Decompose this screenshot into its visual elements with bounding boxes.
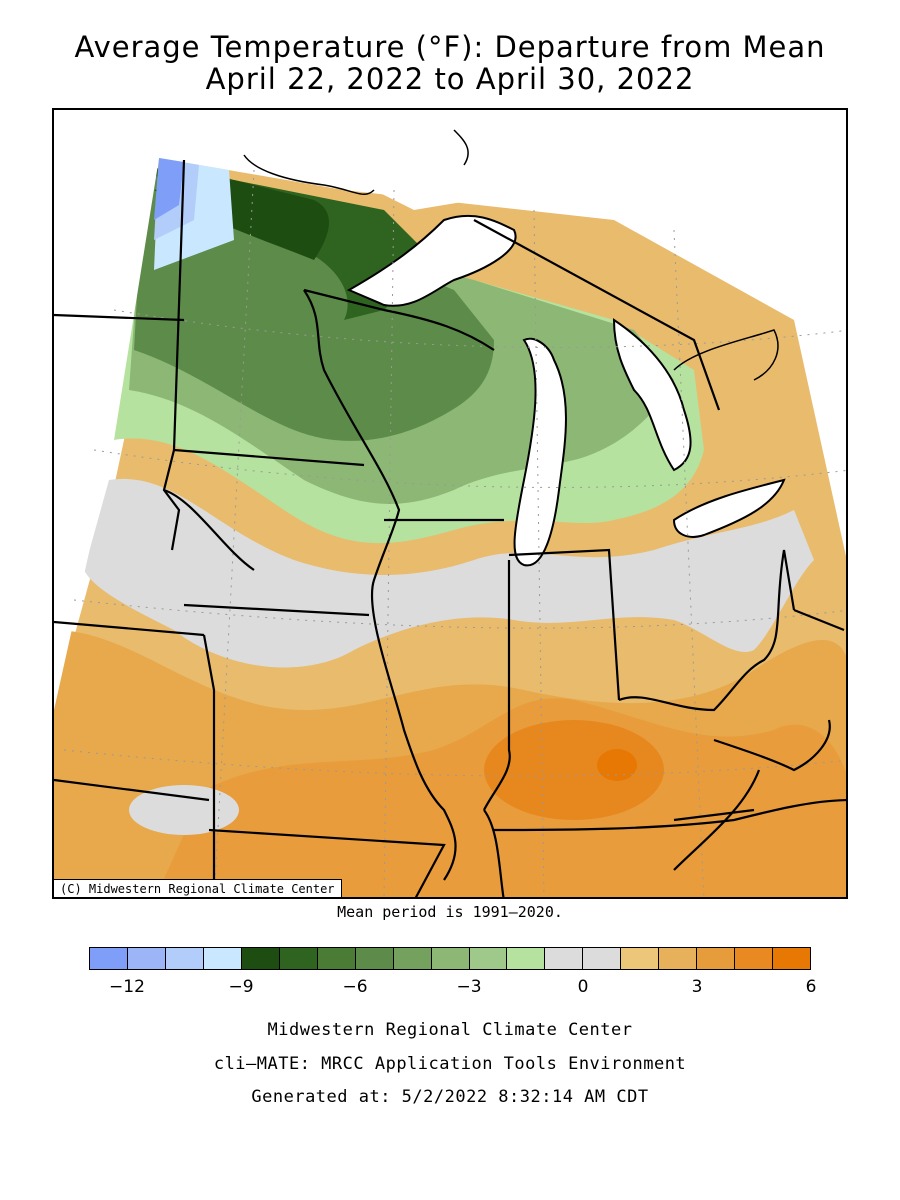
map-date-range: April 22, 2022 to April 30, 2022 xyxy=(205,62,695,96)
temperature-departure-map: (C) Midwestern Regional Climate Center xyxy=(52,108,848,899)
legend-swatch xyxy=(279,948,318,969)
graticule xyxy=(63,169,846,897)
legend-swatch xyxy=(545,948,584,969)
footer-tool: cli–MATE: MRCC Application Tools Environ… xyxy=(213,1054,687,1074)
legend-swatch xyxy=(165,948,204,969)
legend-swatch xyxy=(735,948,774,969)
lake-erie xyxy=(672,478,786,538)
color-legend xyxy=(89,947,811,970)
legend-swatch xyxy=(773,948,811,969)
legend-swatch xyxy=(697,948,736,969)
coastline xyxy=(243,129,779,381)
legend-tick-label: −3 xyxy=(456,977,482,997)
legend-tick-label: −12 xyxy=(109,977,145,997)
copyright-label: (C) Midwestern Regional Climate Center xyxy=(54,879,342,897)
neutral-band xyxy=(84,478,814,668)
warm-core xyxy=(484,720,664,820)
lake-superior xyxy=(346,214,517,307)
legend-swatch xyxy=(127,948,166,969)
legend-tick-label: −9 xyxy=(228,977,254,997)
legend-swatch xyxy=(355,948,394,969)
legend-swatch xyxy=(203,948,242,969)
legend-swatch xyxy=(241,948,280,969)
legend-swatch xyxy=(469,948,508,969)
legend-labels: −12 −9 −6 −3 0 3 6 xyxy=(0,977,900,999)
map-canvas xyxy=(54,110,846,897)
outside-region xyxy=(54,110,846,710)
legend-swatch xyxy=(659,948,698,969)
legend-swatch xyxy=(431,948,470,969)
mean-period-note: Mean period is 1991–2020. xyxy=(337,903,563,921)
legend-swatch xyxy=(621,948,660,969)
legend-swatch xyxy=(583,948,622,969)
legend-swatch xyxy=(317,948,356,969)
legend-swatch xyxy=(90,948,128,969)
legend-swatch xyxy=(507,948,546,969)
legend-swatch xyxy=(393,948,432,969)
legend-tick-label: 0 xyxy=(577,977,589,997)
map-title: Average Temperature (°F): Departure from… xyxy=(74,30,826,64)
cold-anomaly-deep xyxy=(154,158,184,220)
footer-generated-at: Generated at: 5/2/2022 8:32:14 AM CDT xyxy=(251,1087,649,1107)
lake-huron xyxy=(612,318,692,472)
hot-spot xyxy=(597,749,637,781)
footer-organization: Midwestern Regional Climate Center xyxy=(267,1020,633,1040)
neutral-patch xyxy=(129,785,239,835)
legend-tick-label: −6 xyxy=(342,977,368,997)
legend-tick-label: 6 xyxy=(805,977,817,997)
legend-tick-label: 3 xyxy=(691,977,703,997)
lake-michigan xyxy=(513,337,567,567)
state-borders xyxy=(54,159,846,897)
